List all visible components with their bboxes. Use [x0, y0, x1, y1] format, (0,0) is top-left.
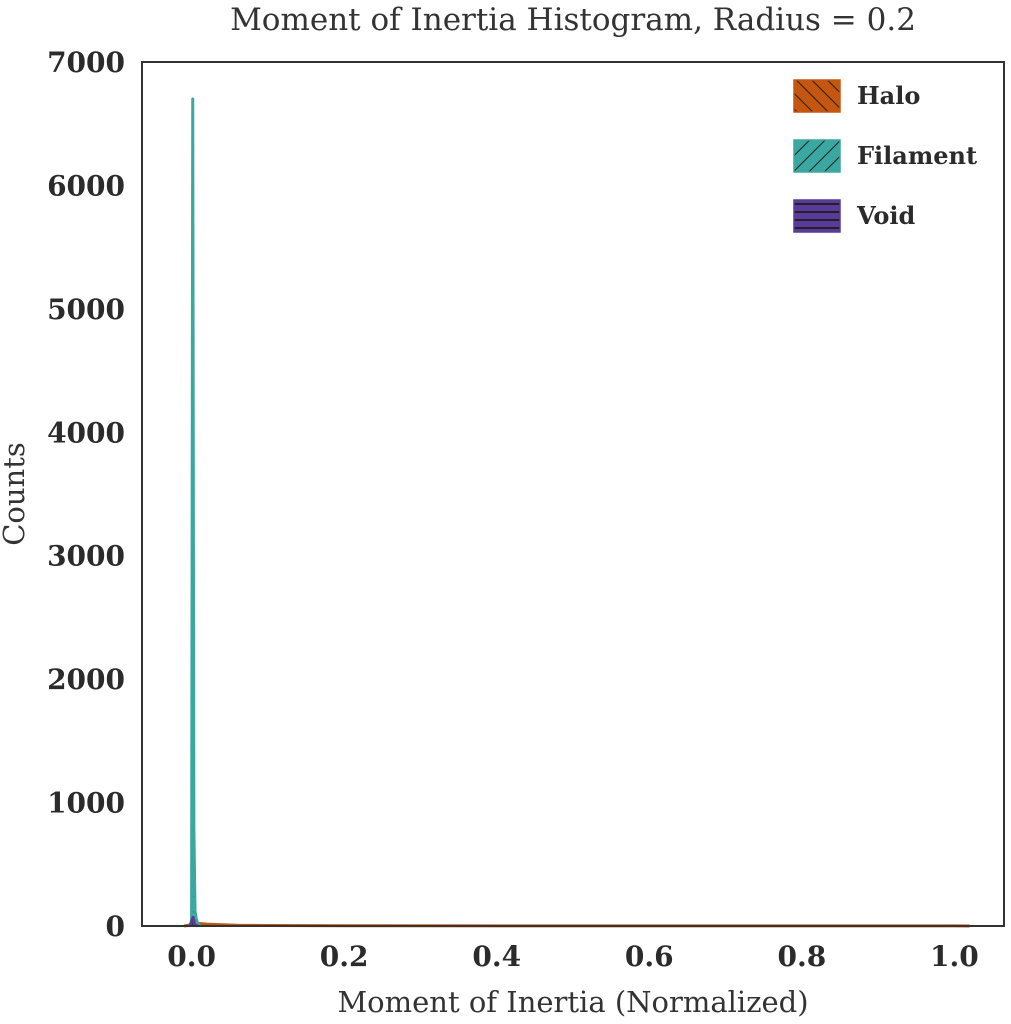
chart-title: Moment of Inertia Histogram, Radius = 0.…: [230, 2, 916, 38]
x-tick-label: 0.4: [472, 940, 521, 973]
y-tick-label: 1000: [47, 787, 125, 820]
legend-item-filament: Filament: [793, 139, 977, 173]
legend-label: Halo: [857, 81, 920, 110]
x-tick-label: 0.0: [167, 940, 216, 973]
y-axis-ticks: 0 1000 2000 3000 4000 5000 6000 7000: [47, 46, 125, 943]
plot-frame: [141, 61, 1005, 927]
y-tick-label: 0: [106, 910, 125, 943]
legend: Halo Filament Void: [793, 79, 977, 233]
legend-swatch: [793, 139, 841, 173]
legend-label: Void: [856, 201, 916, 230]
y-tick-label: 2000: [47, 663, 125, 696]
series-line-filament: [188, 97, 202, 928]
y-tick-label: 4000: [47, 416, 125, 449]
x-tick-label: 0.8: [777, 940, 826, 973]
legend-item-halo: Halo: [793, 79, 920, 113]
y-tick-label: 6000: [47, 169, 125, 202]
x-tick-label: 1.0: [930, 940, 979, 973]
x-tick-label: 0.2: [320, 940, 369, 973]
plot-area: [183, 97, 970, 928]
legend-swatch: [793, 199, 841, 233]
legend-label: Filament: [857, 141, 977, 170]
legend-swatch: [793, 79, 841, 113]
y-axis-label: Counts: [0, 442, 31, 546]
y-tick-label: 5000: [47, 293, 125, 326]
legend-item-void: Void: [793, 199, 916, 233]
y-tick-label: 7000: [47, 46, 125, 79]
x-axis-ticks: 0.0 0.2 0.4 0.6 0.8 1.0: [167, 940, 979, 973]
x-axis-label: Moment of Inertia (Normalized): [337, 985, 808, 1019]
series-filament: [188, 97, 202, 928]
x-tick-label: 0.6: [625, 940, 674, 973]
y-tick-label: 3000: [47, 540, 125, 573]
